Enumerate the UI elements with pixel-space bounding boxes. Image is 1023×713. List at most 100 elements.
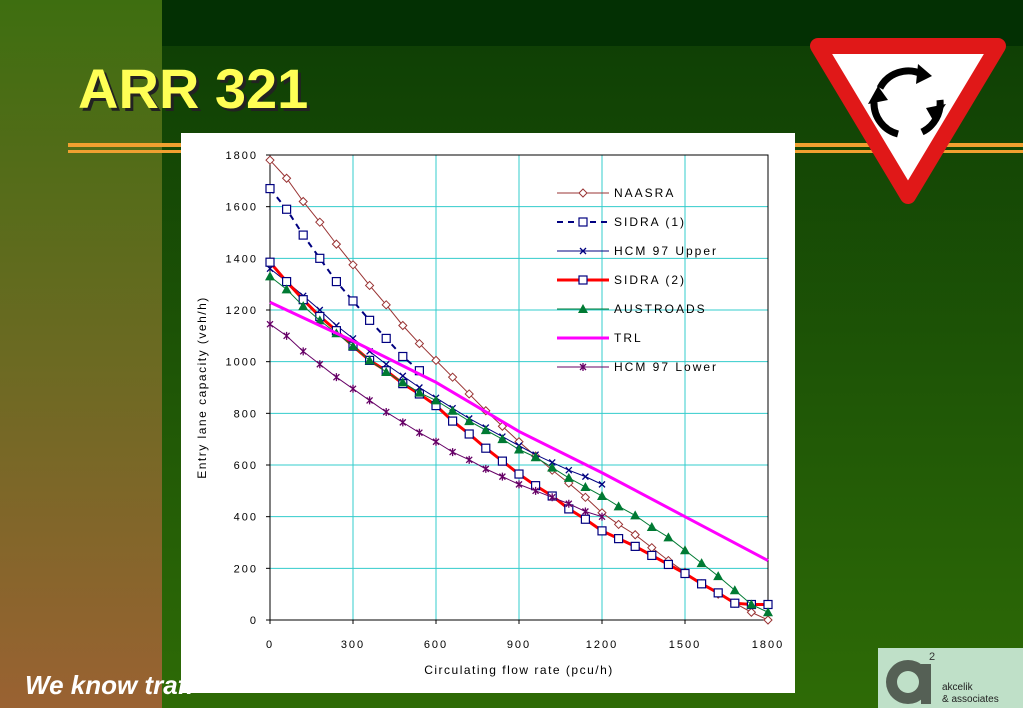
marker	[532, 486, 540, 495]
x-tick-label: 1200	[586, 639, 618, 651]
logo: 2 akcelik & associates	[878, 648, 1023, 708]
slide-title: ARR 321	[78, 57, 308, 120]
marker	[314, 315, 325, 325]
marker	[579, 247, 587, 255]
x-tick-label: 900	[507, 639, 531, 651]
marker	[581, 507, 589, 516]
logo-text: & associates	[942, 694, 999, 705]
marker	[331, 276, 341, 287]
marker	[266, 320, 274, 329]
marker	[482, 464, 490, 473]
marker	[579, 363, 587, 371]
y-tick-label: 600	[234, 460, 258, 472]
marker	[414, 387, 425, 397]
x-axis-label: Circulating flow rate (pcu/h)	[424, 663, 614, 677]
marker	[613, 534, 624, 544]
marker	[498, 472, 506, 481]
marker	[580, 514, 591, 524]
left-strip	[0, 0, 162, 708]
x-tick-label: 600	[424, 639, 448, 651]
series-line	[269, 300, 769, 562]
marker	[663, 532, 674, 542]
marker	[547, 462, 558, 472]
marker	[464, 389, 474, 399]
marker	[713, 571, 724, 581]
marker	[298, 301, 309, 311]
marker	[613, 519, 624, 530]
y-tick-label: 800	[234, 408, 258, 420]
marker	[298, 230, 308, 240]
marker	[578, 304, 588, 313]
marker	[746, 607, 757, 617]
marker	[432, 437, 440, 446]
marker	[729, 585, 740, 595]
marker	[746, 599, 757, 609]
marker	[448, 416, 458, 426]
marker	[696, 558, 707, 568]
marker	[281, 173, 292, 183]
marker	[381, 333, 391, 344]
marker	[613, 501, 624, 511]
marker	[365, 315, 375, 325]
marker	[581, 473, 589, 481]
marker	[349, 384, 357, 393]
marker	[464, 429, 474, 439]
marker	[630, 530, 640, 540]
marker	[381, 367, 392, 376]
marker	[481, 443, 491, 453]
marker	[680, 545, 690, 555]
marker	[597, 491, 607, 500]
marker	[663, 559, 674, 570]
marker	[332, 373, 340, 382]
legend-label: HCM 97 Lower	[614, 360, 718, 374]
marker	[397, 377, 408, 387]
marker	[348, 296, 358, 306]
logo-sup: 2	[929, 651, 935, 663]
y-tick-label: 1800	[226, 150, 258, 162]
marker	[364, 280, 375, 291]
marker	[548, 493, 556, 502]
marker	[563, 472, 574, 482]
marker	[431, 395, 441, 405]
y-tick-label: 1000	[226, 357, 258, 369]
x-tick-label: 1500	[669, 639, 701, 651]
marker	[480, 425, 491, 435]
marker	[680, 568, 690, 579]
title-shadow: ARR 321	[81, 60, 311, 123]
marker	[298, 196, 308, 207]
marker	[364, 355, 375, 365]
plot-frame	[269, 154, 769, 621]
marker	[265, 183, 275, 194]
x-tick-label: 1800	[752, 639, 784, 651]
marker	[398, 351, 408, 362]
marker	[399, 418, 407, 427]
marker	[415, 428, 423, 437]
marker	[597, 526, 607, 536]
marker	[514, 469, 524, 479]
marker	[464, 416, 475, 426]
y-tick-label: 200	[234, 563, 258, 575]
logo-text: akcelik	[942, 682, 974, 693]
marker	[565, 499, 573, 508]
marker	[696, 579, 707, 589]
marker	[630, 510, 641, 520]
marker	[580, 492, 591, 502]
marker	[381, 300, 391, 310]
x-tick-label: 0	[266, 639, 274, 651]
legend-label: TRL	[614, 331, 643, 345]
marker	[449, 448, 457, 457]
y-tick-label: 0	[250, 615, 258, 627]
marker	[730, 598, 740, 608]
marker	[348, 260, 358, 270]
marker	[399, 372, 407, 380]
marker	[530, 452, 541, 462]
marker	[515, 480, 523, 489]
marker	[414, 338, 425, 349]
marker	[598, 512, 606, 521]
marker	[578, 275, 588, 285]
marker	[431, 355, 441, 366]
marker	[315, 217, 325, 227]
y-tick-label: 1600	[226, 202, 258, 214]
marker	[646, 522, 657, 531]
